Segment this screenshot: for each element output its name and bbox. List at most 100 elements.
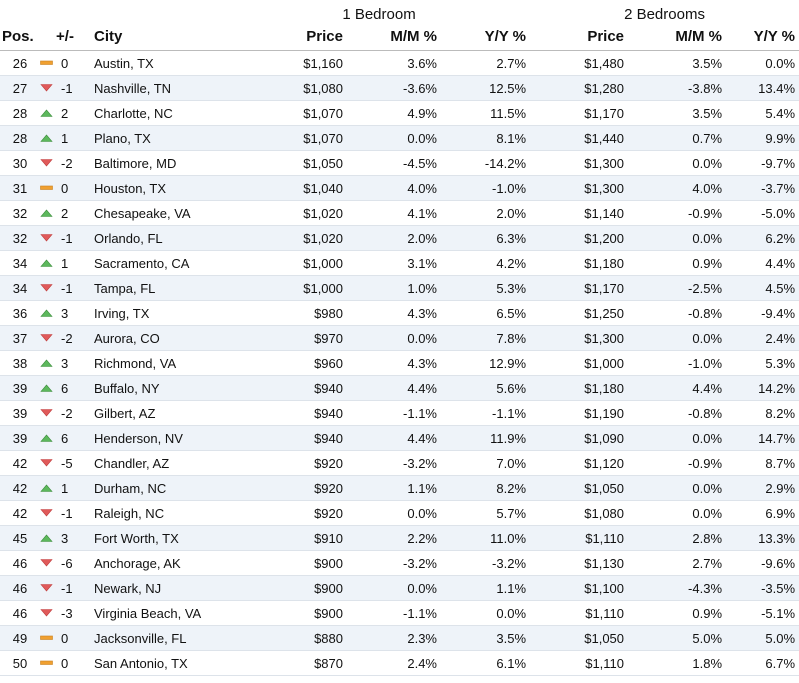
change-value: 2	[61, 105, 69, 121]
change-value: -1	[61, 505, 73, 521]
table-row[interactable]: 32 2 Chesapeake, VA $1,020 4.1% 2.0% $1,140 -0.…	[0, 200, 799, 226]
mm-1br-cell: 0.0%	[347, 125, 441, 151]
price-1br-cell: $940	[228, 400, 347, 426]
dash-icon	[40, 59, 53, 67]
table-row[interactable]: 39 -2 Gilbert, AZ $940 -1.1% -1.1% $1,190 -0.8%…	[0, 400, 799, 426]
table-row[interactable]: 46 -6 Anchorage, AK $900 -3.2% -3.2% $1,130 2.7…	[0, 550, 799, 576]
table-row[interactable]: 36 3 Irving, TX $980 4.3% 6.5% $1,250 -0.8% -9.4…	[0, 300, 799, 326]
change-cell: 2	[40, 200, 90, 226]
triangle-down-icon	[40, 334, 53, 342]
change-value: 6	[61, 380, 69, 396]
table-row[interactable]: 30 -2 Baltimore, MD $1,050 -4.5% -14.2% $1,300…	[0, 150, 799, 176]
table-row[interactable]: 42 -5 Chandler, AZ $920 -3.2% 7.0% $1,120 -0.9%…	[0, 450, 799, 476]
table-row[interactable]: 34 -1 Tampa, FL $1,000 1.0% 5.3% $1,170 -2.5% 4.…	[0, 275, 799, 301]
table-row[interactable]: 42 -1 Raleigh, NC $920 0.0% 5.7% $1,080 0.0% 6.9…	[0, 500, 799, 526]
yy-2br-cell: -9.7%	[726, 150, 799, 176]
change-cell: 1	[40, 250, 90, 276]
yy-2br-cell: 14.2%	[726, 375, 799, 401]
mm-2br-cell: 0.9%	[628, 250, 727, 276]
mm-2br-cell: -4.3%	[628, 575, 727, 601]
table-row[interactable]: 46 -3 Virginia Beach, VA $900 -1.1% 0.0% $1,11…	[0, 600, 799, 626]
change-cell: -5	[40, 450, 90, 476]
yy-1br-cell: 3.5%	[441, 625, 531, 651]
price-2br-cell: $1,110	[530, 525, 629, 551]
triangle-down-icon	[40, 284, 53, 292]
header-mm-1br[interactable]: M/M %	[347, 23, 441, 51]
price-1br-cell: $920	[228, 500, 347, 526]
position-cell: 46	[0, 600, 40, 626]
mm-1br-cell: -3.2%	[347, 450, 441, 476]
price-2br-cell: $1,100	[530, 575, 629, 601]
table-row[interactable]: 32 -1 Orlando, FL $1,020 2.0% 6.3% $1,200 0.0% 6…	[0, 225, 799, 251]
table-row[interactable]: 39 6 Henderson, NV $940 4.4% 11.9% $1,090 0.0% 1…	[0, 425, 799, 451]
change-cell: 2	[40, 100, 90, 126]
triangle-down-icon	[40, 609, 53, 617]
price-1br-cell: $1,080	[228, 75, 347, 101]
header-price-2br[interactable]: Price	[530, 23, 629, 51]
position-cell: 37	[0, 325, 40, 351]
header-mm-2br[interactable]: M/M %	[628, 23, 727, 51]
change-cell: 0	[40, 175, 90, 201]
yy-2br-cell: -9.4%	[726, 300, 799, 326]
price-1br-cell: $900	[228, 550, 347, 576]
header-pos[interactable]: Pos.	[0, 23, 40, 51]
table-row[interactable]: 46 -1 Newark, NJ $900 0.0% 1.1% $1,100 -4.3% -3.…	[0, 575, 799, 601]
dash-icon	[40, 184, 53, 192]
header-yy-2br[interactable]: Y/Y %	[726, 23, 799, 51]
change-cell: 3	[40, 300, 90, 326]
change-cell: 0	[40, 625, 90, 651]
mm-2br-cell: 5.0%	[628, 625, 727, 651]
table-row[interactable]: 37 -2 Aurora, CO $970 0.0% 7.8% $1,300 0.0% 2.4%	[0, 325, 799, 351]
table-row[interactable]: 45 3 Fort Worth, TX $910 2.2% 11.0% $1,110 2.8%…	[0, 525, 799, 551]
header-price-1br[interactable]: Price	[228, 23, 347, 51]
yy-1br-cell: 0.0%	[441, 600, 531, 626]
table-row[interactable]: 34 1 Sacramento, CA $1,000 3.1% 4.2% $1,180 0.9…	[0, 250, 799, 276]
table-row[interactable]: 39 6 Buffalo, NY $940 4.4% 5.6% $1,180 4.4% 14.2…	[0, 375, 799, 401]
table-row[interactable]: 28 2 Charlotte, NC $1,070 4.9% 11.5% $1,170 3.5…	[0, 100, 799, 126]
mm-1br-cell: 4.1%	[347, 200, 441, 226]
price-1br-cell: $1,020	[228, 200, 347, 226]
yy-2br-cell: -5.0%	[726, 200, 799, 226]
city-cell: Nashville, TN	[90, 75, 228, 101]
table-row[interactable]: 49 0 Jacksonville, FL $880 2.3% 3.5% $1,050 5.0…	[0, 625, 799, 651]
table-row[interactable]: 27 -1 Nashville, TN $1,080 -3.6% 12.5% $1,280-…	[0, 75, 799, 101]
table-row[interactable]: 38 3 Richmond, VA $960 4.3% 12.9% $1,000 -1.0% 5…	[0, 350, 799, 376]
header-yy-1br[interactable]: Y/Y %	[441, 23, 531, 51]
table-row[interactable]: 26 0 Austin, TX $1,160 3.6% 2.7% $1,480 3.5% 0.0…	[0, 50, 799, 76]
header-change[interactable]: +/-	[40, 23, 90, 51]
table-row[interactable]: 42 1 Durham, NC $920 1.1% 8.2% $1,050 0.0% 2.9%	[0, 475, 799, 501]
price-1br-cell: $910	[228, 525, 347, 551]
triangle-down-icon	[40, 84, 53, 92]
yy-2br-cell: 4.5%	[726, 275, 799, 301]
yy-2br-cell: 2.9%	[726, 475, 799, 501]
price-1br-cell: $940	[228, 375, 347, 401]
triangle-up-icon	[40, 384, 53, 392]
mm-1br-cell: 3.1%	[347, 250, 441, 276]
table-row[interactable]: 31 0 Houston, TX $1,040 4.0% -1.0% $1,300 4.0% -…	[0, 175, 799, 201]
city-cell: San Antonio, TX	[90, 650, 228, 676]
header-city[interactable]: City	[90, 23, 228, 51]
price-2br-cell: $1,190	[530, 400, 629, 426]
price-2br-cell: $1,170	[530, 100, 629, 126]
yy-2br-cell: -3.7%	[726, 175, 799, 201]
price-1br-cell: $1,000	[228, 250, 347, 276]
yy-2br-cell: 0.0%	[726, 50, 799, 76]
position-cell: 34	[0, 250, 40, 276]
change-cell: 3	[40, 525, 90, 551]
change-cell: 1	[40, 475, 90, 501]
yy-1br-cell: 8.1%	[441, 125, 531, 151]
change-cell: -1	[40, 225, 90, 251]
table-row[interactable]: 50 0 San Antonio, TX $870 2.4% 6.1% $1,110 1.8%…	[0, 650, 799, 676]
yy-2br-cell: 8.2%	[726, 400, 799, 426]
triangle-up-icon	[40, 209, 53, 217]
price-1br-cell: $1,070	[228, 125, 347, 151]
yy-1br-cell: 11.9%	[441, 425, 531, 451]
city-cell: Irving, TX	[90, 300, 228, 326]
mm-1br-cell: 2.3%	[347, 625, 441, 651]
mm-1br-cell: 0.0%	[347, 500, 441, 526]
triangle-down-icon	[40, 459, 53, 467]
mm-1br-cell: 2.2%	[347, 525, 441, 551]
yy-2br-cell: 5.3%	[726, 350, 799, 376]
price-2br-cell: $1,300	[530, 325, 629, 351]
table-row[interactable]: 28 1 Plano, TX $1,070 0.0% 8.1% $1,440 0.7% 9.9%	[0, 125, 799, 151]
